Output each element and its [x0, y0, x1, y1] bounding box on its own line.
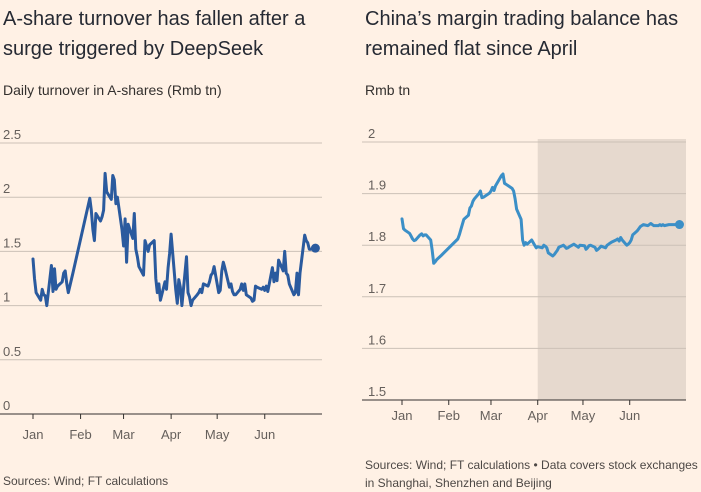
x-tick-label: Mar [112, 427, 135, 442]
y-tick-label: 2 [3, 181, 10, 196]
x-tick-label: Jan [392, 408, 413, 423]
chart-subtitle: Daily turnover in A-shares (Rmb tn) [3, 82, 222, 98]
x-tick-label: Jun [254, 427, 275, 442]
x-tick-label: Apr [161, 427, 182, 442]
x-tick-label: Jun [619, 408, 640, 423]
y-tick-label: 1.5 [368, 384, 386, 399]
y-tick-label: 1.5 [3, 235, 21, 250]
turnover-line-chart: 0 0.5 1 1.5 2 2.5 Jan Feb Mar Apr May Jun [0, 127, 322, 442]
x-tick-label: Feb [69, 427, 91, 442]
y-tick-label: 2 [368, 126, 375, 141]
series-line [400, 172, 681, 265]
y-tick-label: 1.7 [368, 281, 386, 296]
y-tick-label: 0.5 [3, 344, 21, 359]
series-end-point [674, 220, 684, 230]
margin-balance-line-chart: 1.5 1.6 1.7 1.8 1.9 2 Jan Feb Mar Apr May Jun [362, 126, 686, 423]
y-tick-label: 1.8 [368, 229, 386, 244]
shaded-region [537, 139, 686, 400]
x-tick-label: Jan [23, 427, 44, 442]
chart-title: A-share turnover has fallen after a surg… [3, 8, 306, 60]
x-tick-label: Feb [438, 408, 460, 423]
series-line [31, 171, 317, 308]
y-tick-label: 1 [3, 290, 10, 305]
x-tick-label: May [571, 408, 596, 423]
x-tick-label: Apr [528, 408, 549, 423]
y-tick-label: 1.6 [368, 332, 386, 347]
chart-title: China’s margin trading balance has remai… [365, 8, 679, 60]
series-end-point [310, 243, 320, 253]
x-tick-label: May [205, 427, 230, 442]
chart-source: Sources: Wind; FT calculations [3, 474, 169, 488]
y-tick-label: 2.5 [3, 127, 21, 142]
x-tick-label: Mar [480, 408, 503, 423]
chart-subtitle: Rmb tn [365, 82, 411, 98]
y-tick-label: 1.9 [368, 178, 386, 193]
chart-source: Sources: Wind; FT calculations • Data co… [365, 458, 698, 490]
y-tick-label: 0 [3, 398, 10, 413]
